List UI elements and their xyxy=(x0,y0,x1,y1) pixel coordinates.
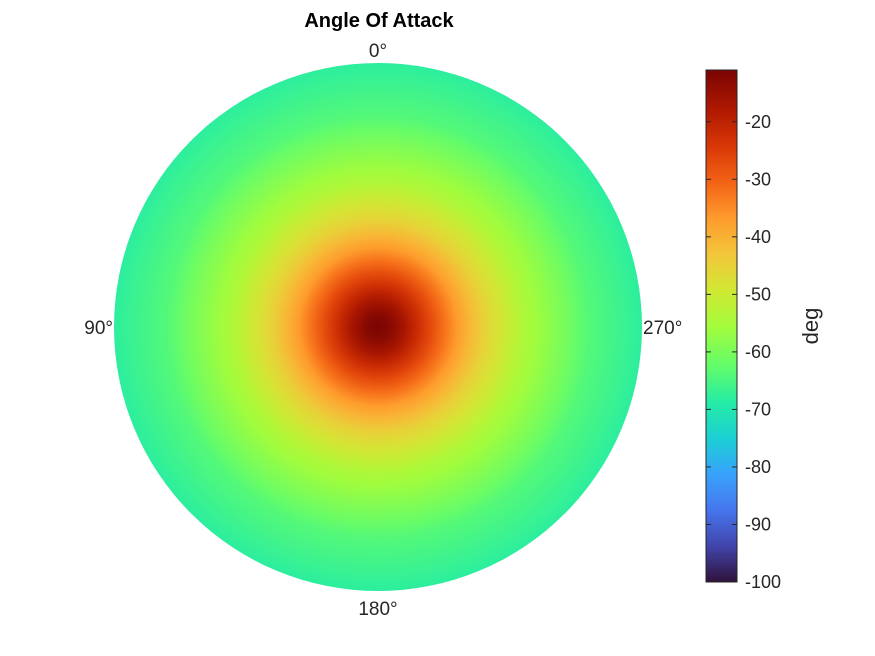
colorbar-tick-label: -60 xyxy=(745,342,771,362)
angle-labels: 0° 90° 180° 270° xyxy=(84,41,682,620)
colorbar-tick-label: -40 xyxy=(745,227,771,247)
colorbar-label: deg xyxy=(798,308,823,345)
heatmap-disc xyxy=(114,63,642,591)
colorbar-tick-label: -50 xyxy=(745,284,771,304)
colorbar-gradient xyxy=(705,69,738,583)
colorbar-tick-label: -20 xyxy=(745,112,771,132)
colorbar-tick-label: -70 xyxy=(745,399,771,419)
colorbar: -20 -30 -40 -50 -60 -70 -80 -90 -100 deg xyxy=(705,69,823,592)
colorbar-tick-label: -80 xyxy=(745,457,771,477)
polar-heatmap xyxy=(114,63,642,591)
angle-label-270: 270° xyxy=(643,318,682,339)
angle-label-180: 180° xyxy=(358,599,397,620)
chart-title: Angle Of Attack xyxy=(304,10,454,32)
colorbar-tick-label: -90 xyxy=(745,514,771,534)
angle-label-90: 90° xyxy=(84,318,113,339)
colorbar-ticks: -20 -30 -40 -50 -60 -70 -80 -90 -100 xyxy=(706,112,781,592)
colorbar-tick-label: -100 xyxy=(745,572,781,592)
angle-label-0: 0° xyxy=(369,41,387,62)
colorbar-tick-label: -30 xyxy=(745,169,771,189)
